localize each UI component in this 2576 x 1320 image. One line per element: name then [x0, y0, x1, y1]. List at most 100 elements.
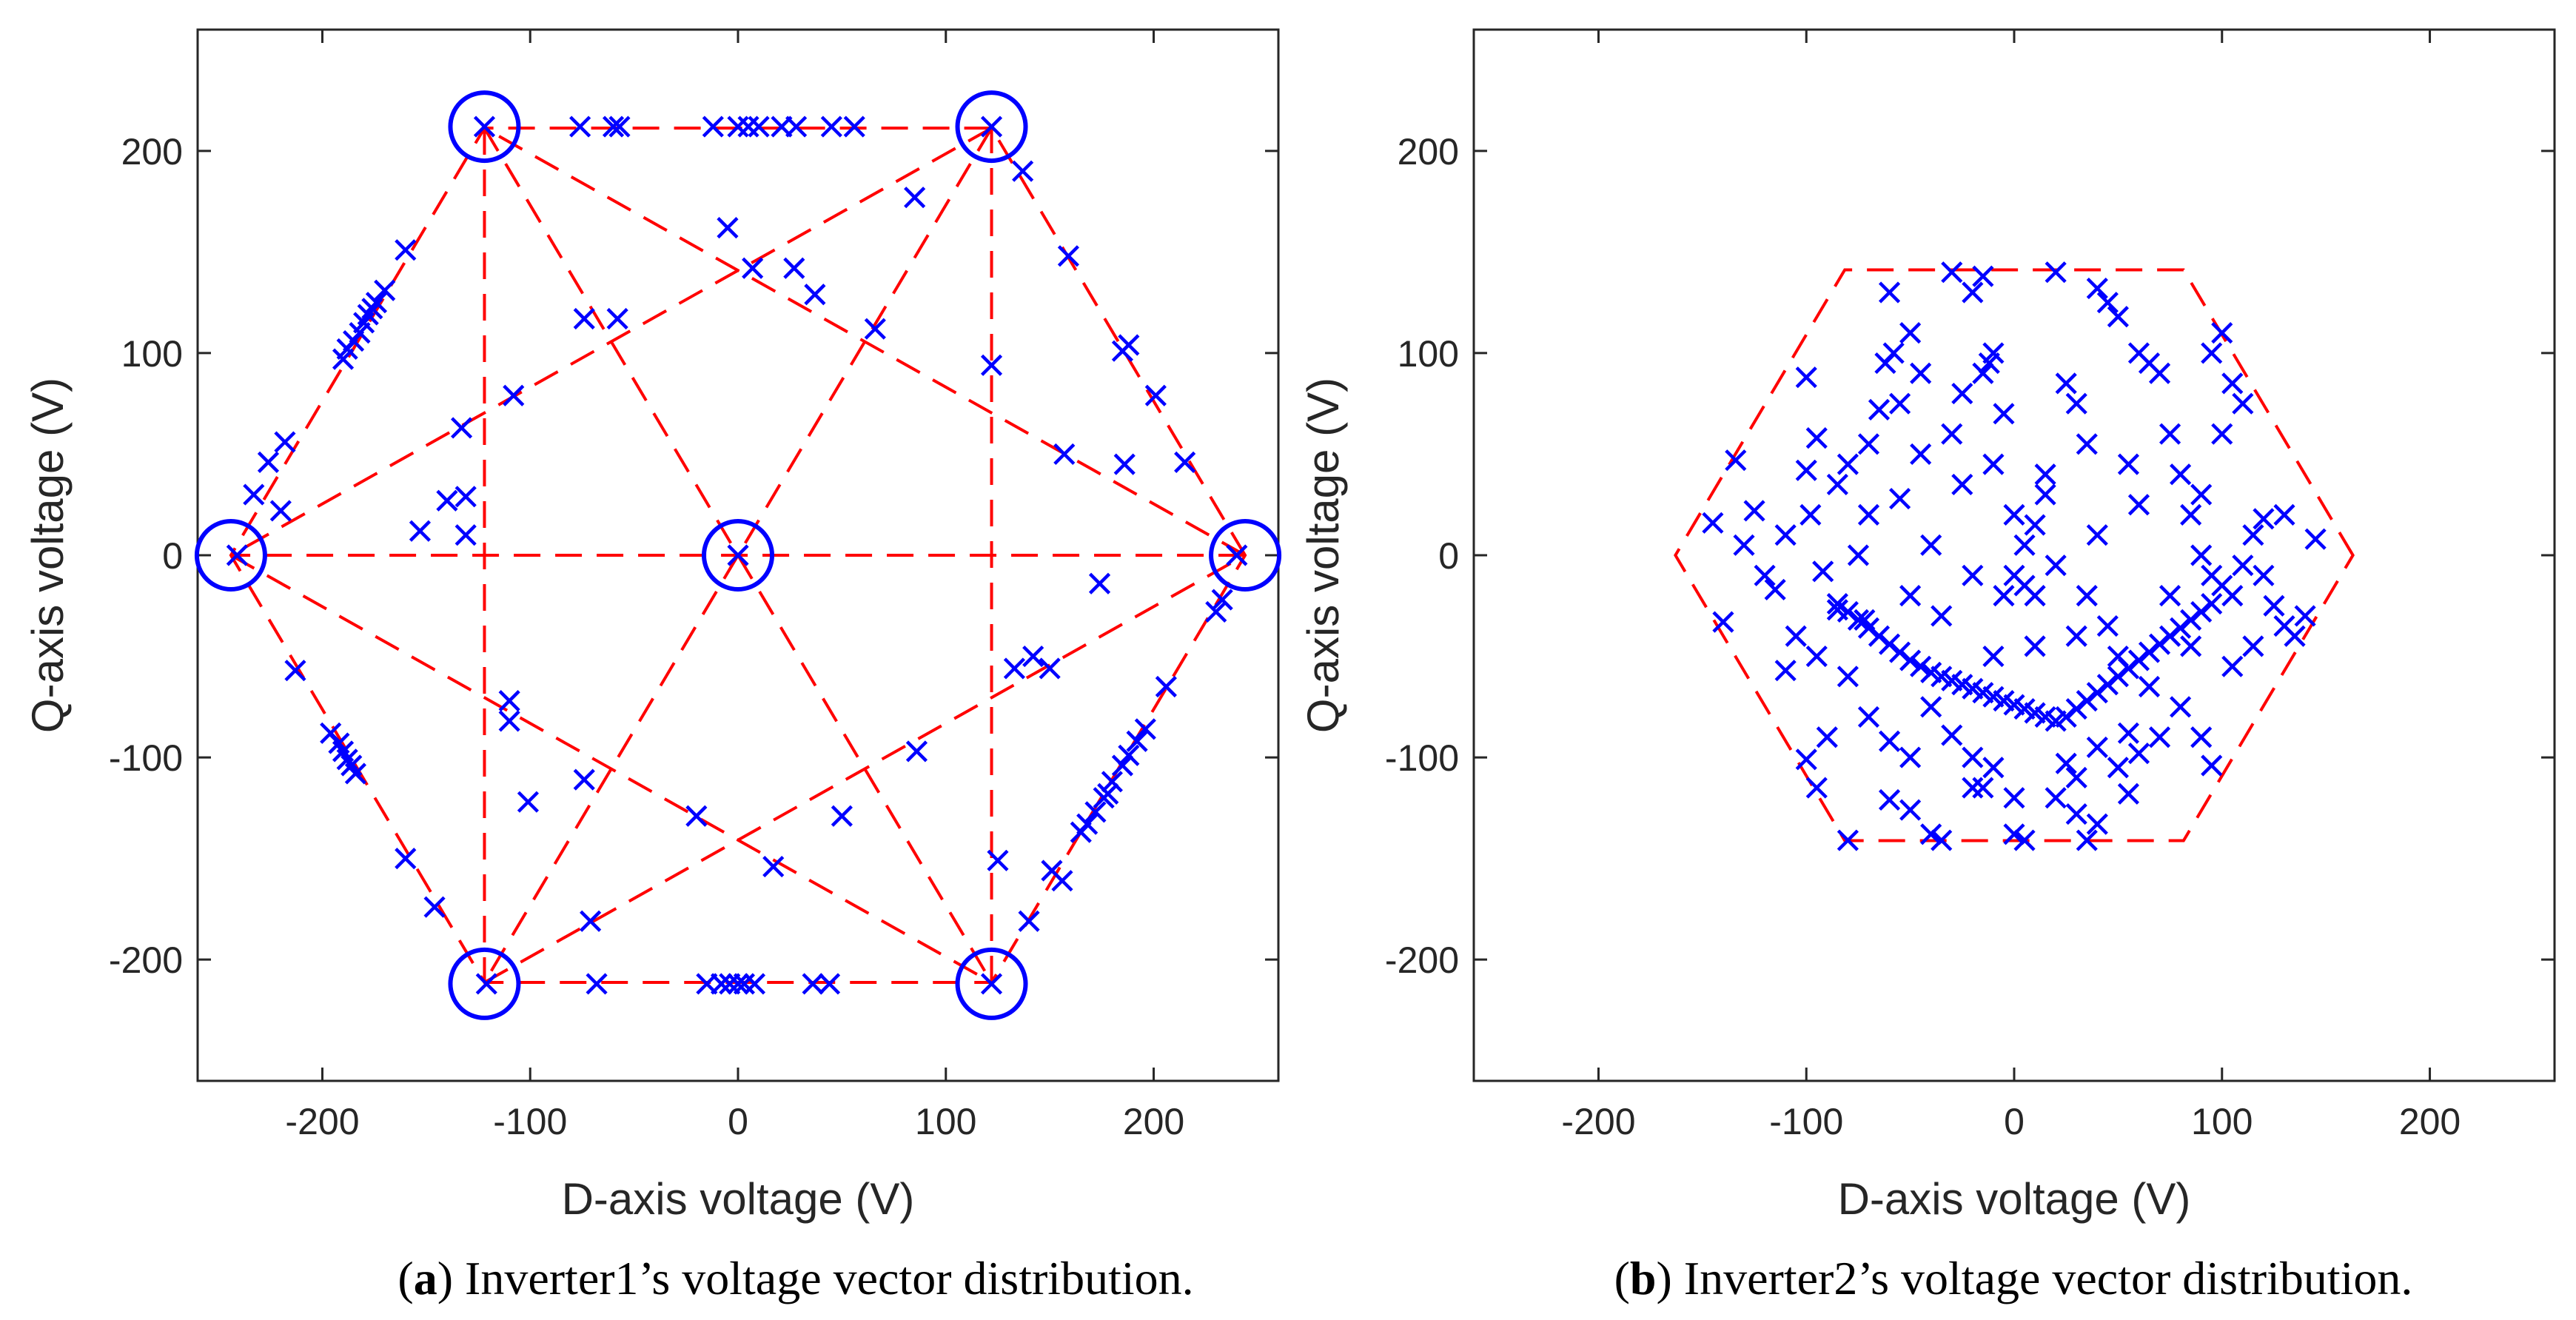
panel-b-data-point [2096, 292, 2119, 314]
panel-b-data-point [1754, 564, 1776, 586]
panel-b-data-point [2076, 433, 2098, 455]
panel-b-data-point [2117, 453, 2140, 475]
panel-b-data-point [2065, 766, 2087, 788]
panel-b-data-point [1725, 449, 1747, 472]
panel-a-data-point [344, 763, 366, 785]
panel-b-data-point [1982, 453, 2005, 475]
panel-b-data-point [1962, 281, 1984, 304]
panel-b-data-point [1941, 724, 1963, 746]
panel-a-data-point [569, 115, 591, 138]
panel-b-data-point [2221, 655, 2244, 677]
panel-a-data-point [269, 500, 292, 522]
panel-b-data-point [2159, 585, 2181, 607]
panel-b-data-point [1920, 534, 1942, 556]
panel-b-data-point [2253, 508, 2275, 530]
panel-b-data-point [1774, 660, 1797, 682]
panel-a-data-point [783, 257, 805, 279]
panel-b-data-point [1882, 342, 1905, 364]
panel-a-data-point [1084, 801, 1107, 823]
panel-b-data-point [2024, 635, 2046, 657]
panel-a-data-point [1022, 645, 1044, 668]
panel-b-data-point [1837, 666, 1859, 688]
panel-a-data-point [980, 354, 1003, 376]
panel-a-x-tick-label: 100 [915, 1101, 976, 1142]
panel-b-data-point [2127, 743, 2150, 765]
panel-b-data-point [1951, 473, 1973, 496]
panel-b-data-point [2221, 372, 2244, 395]
panel-a-data-point [727, 973, 749, 995]
panel-a-data-point [785, 115, 808, 138]
panel-b-data-point [2273, 503, 2295, 526]
panel-b-data-point [2065, 625, 2087, 647]
panel-b-data-point [1868, 398, 1891, 421]
panel-a-data-point [498, 710, 520, 732]
panel-b-data-point [1888, 487, 1911, 510]
panel-b-data-point [1910, 655, 1932, 677]
panel-b-x-tick-label: 0 [2004, 1101, 2025, 1142]
panel-b-data-point [2221, 585, 2244, 607]
panel-b-data-point [1857, 706, 1880, 728]
panel-b-y-tick-label: -200 [1385, 939, 1459, 981]
panel-b-data-point [2003, 823, 2025, 845]
panel-b-data-point [2170, 463, 2192, 486]
panel-b-data-point [2024, 514, 2046, 536]
panel-b-data-point [1951, 382, 1973, 405]
panel-a-data-point [274, 431, 296, 453]
panel-a-data-point [762, 855, 785, 878]
panel-b-data-point [2201, 592, 2223, 615]
panel-b-y-axis-label: Q-axis voltage (V) [1298, 378, 1348, 733]
panel-b-caption-text: Inverter2’s voltage vector distribution. [1684, 1252, 2413, 1304]
panel-a-hexagon-diagonal [229, 554, 993, 984]
panel-a-data-point [395, 848, 417, 870]
panel-a-data-point [905, 740, 928, 763]
panel-a-y-tick-label: -200 [109, 939, 183, 981]
panel-a-data-point [586, 973, 608, 995]
panel-a-hexagon-diagonal [483, 127, 1247, 557]
panel-b-x-tick-label: -200 [1561, 1101, 1635, 1142]
panel-b-data-point [2159, 423, 2181, 445]
panel-b-data-point [1962, 564, 1984, 586]
panel-a-data-point [395, 239, 417, 261]
panel-b-data-point [2013, 829, 2036, 851]
panel-a-data-point [717, 217, 739, 239]
panel-a-data-point [573, 768, 595, 791]
panel-b-data-point [2086, 277, 2108, 300]
panel-b-data-point [2076, 585, 2098, 607]
panel-b-data-point [1993, 585, 2015, 607]
panel-b-data-point [1878, 730, 1901, 752]
panel-b-x-axis-label: D-axis voltage (V) [1838, 1174, 2191, 1224]
panel-b-plot-frame [1472, 28, 2556, 1082]
panel-b-data-point [2045, 555, 2067, 577]
panel-a-x-tick-label: 200 [1123, 1101, 1184, 1142]
panel-a-data-point [727, 544, 749, 566]
panel-b-data-point [2086, 813, 2108, 835]
panel-b-data-point [1826, 473, 1848, 496]
panel-b-data-point [1931, 829, 1953, 851]
panel-a-data-point [733, 973, 756, 995]
panel-b-data-point [1972, 265, 1994, 287]
panel-a-data-point [1088, 572, 1111, 594]
panel-a-x-tick-label: -100 [493, 1101, 567, 1142]
panel-a-data-point [226, 544, 248, 566]
panel-a-hexagon-diagonal [229, 127, 993, 557]
panel-b-data-point [1962, 746, 1984, 768]
panel-b-data-point [1899, 585, 1922, 607]
panel-b-data-point [2148, 726, 2171, 748]
panel-b-data-point [1982, 645, 2005, 668]
panel-b-data-point [2024, 585, 2046, 607]
panel-a-y-tick-label: -100 [109, 737, 183, 779]
panel-b-data-point [2107, 306, 2129, 328]
panel-b-data-point [1854, 609, 1876, 631]
panel-a-vector-circle [448, 90, 521, 164]
panel-b-data-point [1805, 777, 1828, 799]
panel-b-data-point [1878, 281, 1901, 304]
panel-a-data-point [1174, 451, 1196, 473]
panel-a-data-point [742, 257, 764, 279]
panel-b-data-point [2253, 564, 2275, 586]
panel-a-data-point [820, 115, 842, 138]
panel-a-data-point [987, 849, 1009, 871]
panel-a-data-point [802, 973, 824, 995]
panel-a-data-point [1039, 657, 1061, 680]
panel-b-x-tick-label: 200 [2399, 1101, 2461, 1142]
panel-a-data-point [980, 973, 1003, 995]
